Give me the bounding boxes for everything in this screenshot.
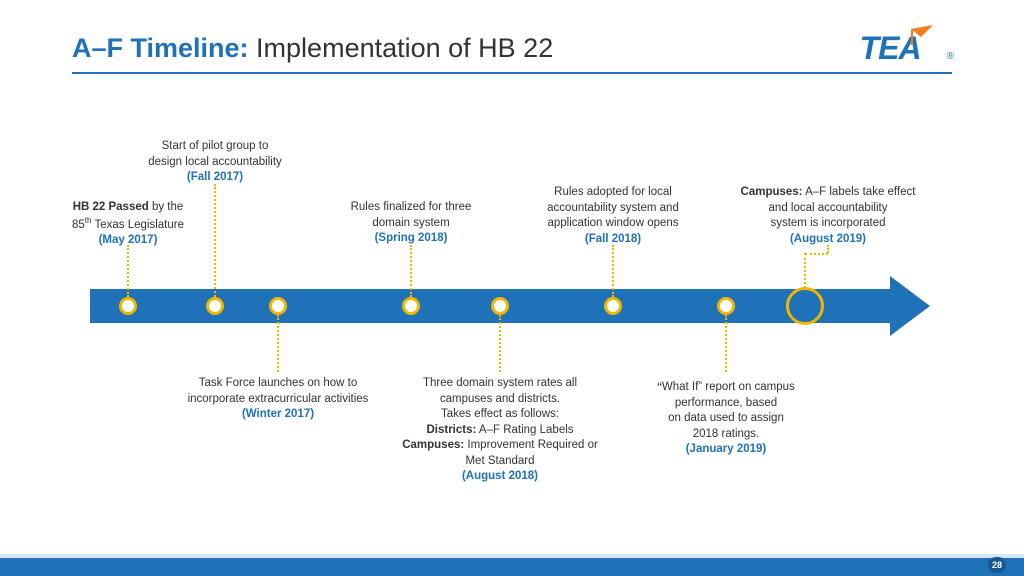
leader-horizontal-e8: [805, 253, 828, 255]
leader-vertical-e8: [804, 253, 806, 288]
title-plain: Implementation of HB 22: [249, 33, 554, 63]
leader-e6: [612, 245, 614, 297]
page-title: A–F Timeline: Implementation of HB 22: [72, 33, 553, 64]
timeline-node-e5: [491, 297, 509, 315]
timeline-node-e2: [206, 297, 224, 315]
timeline-node-e3: [269, 297, 287, 315]
leader-e2: [214, 184, 216, 297]
leader-e4: [410, 245, 412, 297]
logo-registered: ®: [947, 51, 954, 62]
page-number: 28: [988, 557, 1006, 573]
tea-logo: TEA ®: [860, 32, 952, 64]
timeline-label-e2: Start of pilot group todesign local acco…: [115, 139, 315, 186]
arrow-head-icon: [890, 276, 930, 336]
timeline-node-e7: [717, 297, 735, 315]
timeline-label-e5: Three domain system rates allcampuses an…: [385, 376, 615, 485]
timeline-label-e3: Task Force launches on how toincorporate…: [163, 376, 393, 423]
timeline-node-e8: [786, 287, 824, 325]
timeline-node-e6: [604, 297, 622, 315]
header: A–F Timeline: Implementation of HB 22 TE…: [72, 32, 952, 64]
timeline-node-e1: [119, 297, 137, 315]
logo-pennant-icon: [911, 25, 935, 50]
title-bold: A–F Timeline:: [72, 33, 249, 63]
timeline-label-e8: Campuses: A–F labels take effectand loca…: [718, 185, 938, 247]
title-underline: [72, 72, 952, 74]
leader-e1: [127, 245, 129, 297]
leader-e3: [277, 315, 279, 372]
leader-vertical2-e8: [827, 245, 829, 253]
footer-bar: 28: [0, 554, 1024, 576]
timeline-label-e1: HB 22 Passed by the85th Texas Legislatur…: [53, 200, 203, 248]
timeline-label-e4: Rules finalized for threedomain system(S…: [326, 200, 496, 247]
leader-e7: [725, 315, 727, 372]
timeline-label-e6: Rules adopted for localaccountability sy…: [518, 185, 708, 247]
timeline-label-e7: “What If” report on campusperformance, b…: [626, 376, 826, 458]
leader-e5: [499, 315, 501, 372]
timeline-node-e4: [402, 297, 420, 315]
